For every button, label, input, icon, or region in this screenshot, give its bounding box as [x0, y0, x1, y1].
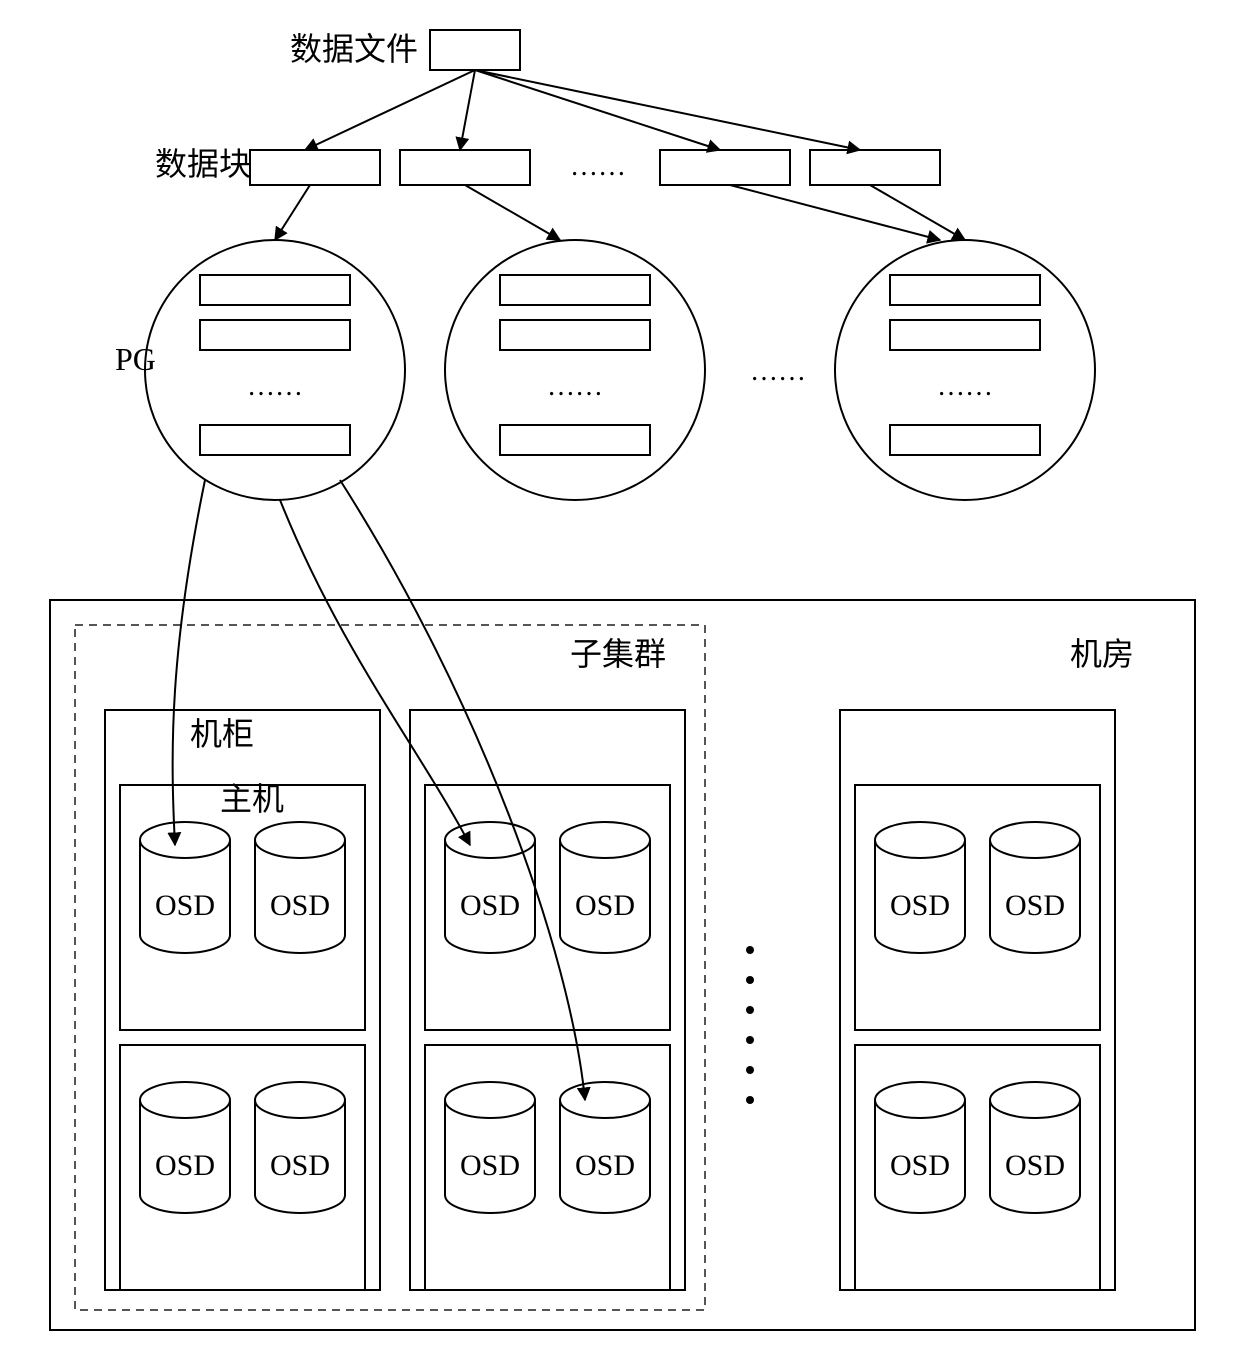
- arrow-file-block-1: [460, 70, 475, 150]
- osd-0-1-0-top: [140, 1082, 230, 1118]
- arrow-block-pg-1: [465, 185, 560, 240]
- rack-ellipsis-dot-bot-0: [746, 1036, 754, 1044]
- block-ellipsis: ……: [570, 151, 626, 182]
- osd-1-0-0-top: [445, 822, 535, 858]
- osd-1-1-1-label: OSD: [575, 1149, 635, 1182]
- pg-circle-0: [145, 240, 405, 500]
- rack-ellipsis-dot-bot-1: [746, 1066, 754, 1074]
- rack-1: [410, 710, 685, 1290]
- arrow-file-block-3: [475, 70, 860, 150]
- data-file-box: [430, 30, 520, 70]
- pg-2-rect-0: [890, 275, 1040, 305]
- osd-1-1-0-top: [445, 1082, 535, 1118]
- osd-1-0-1-top: [560, 822, 650, 858]
- data-block-3: [810, 150, 940, 185]
- osd-0-0-1-top: [255, 822, 345, 858]
- rack-ellipsis-dot-top-0: [746, 946, 754, 954]
- osd-0-1-1-label: OSD: [270, 1149, 330, 1182]
- osd-2-0-1-label: OSD: [1005, 889, 1065, 922]
- arrow-pg-osd-2: [340, 480, 585, 1100]
- osd-2-1-1-label: OSD: [1005, 1149, 1065, 1182]
- pg-1-rect-1: [500, 320, 650, 350]
- osd-2-1-0-top: [875, 1082, 965, 1118]
- data-block-1: [400, 150, 530, 185]
- rack-ellipsis-dot-top-2: [746, 1006, 754, 1014]
- pg-0-ellipsis: ……: [247, 371, 303, 402]
- osd-0-0-0-top: [140, 822, 230, 858]
- osd-0-1-0-label: OSD: [155, 1149, 215, 1182]
- server-room-label: 机房: [1070, 636, 1134, 672]
- rack-ellipsis-dot-top-1: [746, 976, 754, 984]
- osd-0-0-1-label: OSD: [270, 889, 330, 922]
- arrow-block-pg-2: [730, 185, 940, 240]
- osd-1-1-0-label: OSD: [460, 1149, 520, 1182]
- osd-0-1-1-top: [255, 1082, 345, 1118]
- osd-2-1-0-label: OSD: [890, 1149, 950, 1182]
- osd-1-0-1-label: OSD: [575, 889, 635, 922]
- pg-ellipsis: ……: [750, 356, 806, 387]
- arrow-block-pg-3: [870, 185, 965, 240]
- pg-label: PG: [115, 341, 156, 377]
- pg-2-ellipsis: ……: [937, 371, 993, 402]
- data-block-2: [660, 150, 790, 185]
- osd-2-0-0-label: OSD: [890, 889, 950, 922]
- arrow-file-block-2: [475, 70, 720, 150]
- arrow-pg-osd-0: [173, 480, 205, 845]
- pg-circle-1: [445, 240, 705, 500]
- rack-label: 机柜: [190, 716, 254, 752]
- pg-1-rect-0: [500, 275, 650, 305]
- osd-0-0-0-label: OSD: [155, 889, 215, 922]
- data-block-0: [250, 150, 380, 185]
- pg-0-rect-bottom: [200, 425, 350, 455]
- data-block-label: 数据块: [155, 146, 251, 182]
- pg-2-rect-bottom: [890, 425, 1040, 455]
- osd-2-1-1-top: [990, 1082, 1080, 1118]
- osd-2-0-0-top: [875, 822, 965, 858]
- arrow-pg-osd-1: [280, 500, 470, 845]
- osd-2-0-1-top: [990, 822, 1080, 858]
- sub-cluster-label: 子集群: [570, 636, 666, 672]
- arrow-file-block-0: [305, 70, 475, 150]
- sub-cluster-box: [75, 625, 705, 1310]
- pg-2-rect-1: [890, 320, 1040, 350]
- pg-0-rect-1: [200, 320, 350, 350]
- osd-1-1-1-top: [560, 1082, 650, 1118]
- arrow-block-pg-0: [275, 185, 310, 240]
- pg-1-rect-bottom: [500, 425, 650, 455]
- osd-1-0-0-label: OSD: [460, 889, 520, 922]
- host-label: 主机: [220, 781, 284, 817]
- rack-ellipsis-dot-bot-2: [746, 1096, 754, 1104]
- rack-2: [840, 710, 1115, 1290]
- pg-0-rect-0: [200, 275, 350, 305]
- pg-1-ellipsis: ……: [547, 371, 603, 402]
- pg-circle-2: [835, 240, 1095, 500]
- data-file-label: 数据文件: [290, 31, 418, 67]
